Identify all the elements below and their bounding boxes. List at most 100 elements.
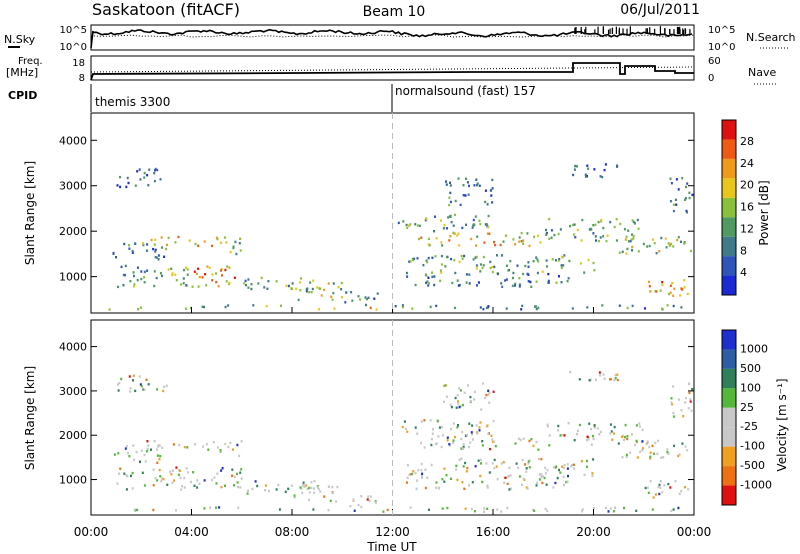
velocity-cell [474,465,477,468]
power-cell [593,168,596,171]
power-cell [518,236,521,239]
power-cell [672,245,675,248]
velocity-cell [599,430,602,434]
velocity-cell [456,426,459,429]
velocity-cell [457,424,459,427]
power-cell [475,255,478,259]
velocity-cell [473,510,476,513]
velocity-cell [532,508,535,512]
velocity-cell [145,450,148,453]
cpid-segment-2: normalsound (fast) 157 [395,84,536,98]
power-cell [205,284,208,287]
power-cell [536,234,539,237]
velocity-cell [612,432,615,435]
power-cell [411,258,414,262]
power-cell [451,281,454,285]
power-cell [405,271,408,275]
velocity-cell [478,429,481,432]
velocity-cell [275,488,278,491]
velocity-cell [537,457,540,461]
velocity-cell [681,442,684,445]
velocity-cell [625,453,628,457]
velocity-cell [412,470,415,473]
power-cell [115,256,117,259]
power-cell [669,177,672,180]
power-cell [136,170,139,173]
velocity-cell [125,488,128,491]
power-cell [683,286,686,289]
velocity-cell [566,463,569,466]
velocity-cell [171,469,174,472]
power-cell [471,226,474,229]
velocity-cell [481,480,484,484]
power-colorbar-frame [721,119,737,296]
power-cell [357,295,360,298]
velocity-cell [573,439,576,442]
power-cell [203,305,205,309]
power-cell [456,279,459,282]
power-cell [129,280,132,283]
power-cell [631,233,633,236]
velocity-cell [463,391,466,394]
velocity-cell [566,467,569,470]
velocity-cell [537,448,540,451]
power-cell [574,164,577,168]
velocity-cell [494,444,497,448]
velocity-cell [479,458,482,461]
velocity-cell [420,420,423,423]
velocity-colorbar-swatch [722,368,736,389]
power-cell [397,221,400,225]
power-cell [613,225,616,229]
velocity-cell [690,409,693,412]
velocity-cell [596,427,599,430]
power-cell [555,259,557,262]
velocity-cell [449,403,452,407]
velocity-cell [157,445,159,448]
velocity-cell [490,434,493,437]
power-cell [247,278,250,281]
power-colorbar-swatch [722,217,736,237]
power-cell [408,224,410,227]
velocity-cell [684,397,687,400]
velocity-cell [680,409,683,412]
power-cell [364,296,367,299]
power-cell [674,198,677,201]
power-cell [134,242,137,245]
velocity-cell [680,489,683,493]
velocity-cell [237,485,240,489]
velocity-cell [548,444,551,447]
power-cell [238,242,241,245]
velocity-cell [460,457,463,460]
velocity-cell [525,467,528,470]
velocity-cell [327,485,330,488]
velocity-cell [220,485,223,489]
power-cell [576,165,578,168]
velocity-colorbar-tick: 500 [740,362,761,375]
velocity-cell [559,434,562,437]
power-cell [427,243,430,246]
power-cell [126,176,129,180]
power-cell [559,228,562,231]
power-cell [418,237,421,241]
power-cell [465,223,467,226]
velocity-cell [470,507,473,511]
power-cell [250,287,253,291]
power-cell [592,224,595,227]
velocity-cell [303,485,306,488]
power-cell [127,181,130,185]
power-cell [275,280,278,283]
velocity-cell [634,443,637,447]
velocity-cell [524,463,527,466]
power-cell [535,280,538,283]
velocity-cell [233,484,235,487]
power-cell [659,289,662,292]
velocity-cell [130,474,132,478]
velocity-cell [406,476,409,479]
power-cell [516,264,519,267]
velocity-cell [661,490,664,494]
velocity-cell [592,434,594,438]
power-cell [446,255,449,259]
power-cell [684,197,687,200]
power-cell [563,254,566,257]
power-cell [454,271,457,275]
